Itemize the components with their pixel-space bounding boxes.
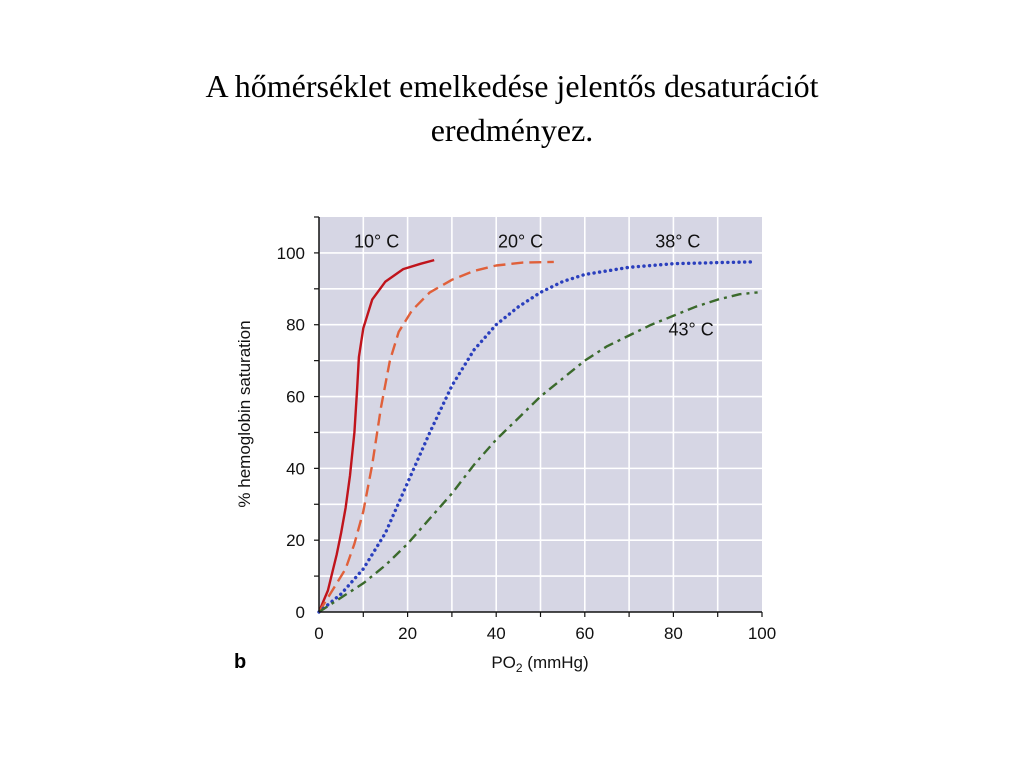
series-line-3 — [317, 260, 755, 614]
tick-labels: 0 20 40 60 80 100 0 20 40 60 80 100 — [277, 244, 777, 643]
x-axis-label-unit: (mmHg) — [523, 653, 589, 672]
y-tick-label: 20 — [286, 531, 305, 550]
x-tick-label: 40 — [487, 624, 506, 643]
x-tick-label: 20 — [398, 624, 417, 643]
series-label-1: 10° C — [354, 232, 399, 252]
series-layer: 10° C 20° C 38° C 43° C — [317, 232, 758, 614]
series-line-2 — [317, 260, 554, 613]
series-label-2: 20° C — [498, 232, 543, 252]
grid-lines — [319, 217, 762, 612]
series-line-4 — [318, 291, 758, 614]
panel-letter: b — [234, 651, 246, 673]
slide-title: A hőmérséklet emelkedése jelentős desatu… — [0, 64, 1024, 152]
x-tick-label: 100 — [748, 624, 776, 643]
series-label-4: 43° C — [669, 320, 714, 340]
y-tick-label: 80 — [286, 316, 305, 335]
axes — [314, 216, 763, 617]
series-label-3: 38° C — [655, 232, 700, 252]
x-tick-label: 60 — [575, 624, 594, 643]
x-axis-label-subscript: 2 — [516, 661, 523, 675]
y-tick-label: 100 — [277, 244, 305, 263]
slide-title-line-1: A hőmérséklet emelkedése jelentős desatu… — [205, 68, 819, 104]
slide-title-line-2: eredményez. — [430, 112, 594, 148]
y-tick-label: 40 — [286, 459, 305, 478]
y-tick-label: 60 — [286, 388, 305, 407]
x-tick-label: 0 — [314, 624, 323, 643]
x-tick-label: 80 — [664, 624, 683, 643]
y-axis-label: % hemoglobin saturation — [235, 320, 254, 507]
series-line-1 — [317, 258, 435, 613]
x-axis-label: PO2 (mmHg) — [491, 653, 588, 675]
x-axis-label-main: PO — [491, 653, 516, 672]
y-tick-label: 0 — [296, 603, 305, 622]
